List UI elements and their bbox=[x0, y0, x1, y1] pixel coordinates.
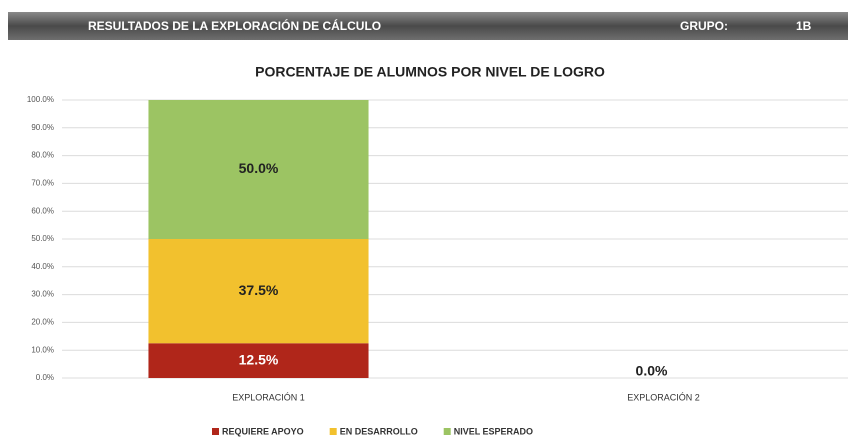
legend-label: EN DESARROLLO bbox=[340, 426, 418, 436]
data-label: 37.5% bbox=[239, 282, 279, 298]
y-tick-label: 90.0% bbox=[31, 123, 54, 132]
y-tick-label: 40.0% bbox=[31, 262, 54, 271]
x-tick-label: EXPLORACIÓN 2 bbox=[627, 392, 700, 402]
x-tick-label: EXPLORACIÓN 1 bbox=[232, 392, 305, 402]
legend-swatch bbox=[443, 428, 451, 435]
data-label: 12.5% bbox=[239, 351, 279, 367]
y-tick-label: 30.0% bbox=[31, 290, 54, 299]
legend-swatch bbox=[329, 428, 337, 435]
y-tick-label: 0.0% bbox=[36, 373, 54, 382]
chart-title: PORCENTAJE DE ALUMNOS POR NIVEL DE LOGRO bbox=[255, 64, 605, 80]
y-tick-label: 50.0% bbox=[31, 234, 54, 243]
bar-segment bbox=[148, 239, 369, 344]
header-bar bbox=[8, 12, 848, 40]
y-tick-label: 10.0% bbox=[31, 345, 54, 354]
y-tick-label: 80.0% bbox=[31, 151, 54, 160]
y-tick-label: 20.0% bbox=[31, 318, 54, 327]
data-label: 0.0% bbox=[636, 363, 668, 379]
group-label: GRUPO: bbox=[680, 19, 728, 33]
group-value: 1B bbox=[796, 19, 812, 33]
data-label: 50.0% bbox=[239, 160, 279, 176]
legend-label: REQUIERE APOYO bbox=[222, 426, 304, 436]
legend-label: NIVEL ESPERADO bbox=[454, 426, 533, 436]
y-tick-label: 100.0% bbox=[27, 95, 54, 104]
legend-swatch bbox=[212, 428, 219, 435]
bar-segment bbox=[148, 343, 369, 378]
y-tick-label: 70.0% bbox=[31, 179, 54, 188]
y-tick-label: 60.0% bbox=[31, 206, 54, 215]
bar-segment bbox=[148, 100, 369, 239]
header-title: RESULTADOS DE LA EXPLORACIÓN DE CÁLCULO bbox=[88, 18, 381, 33]
